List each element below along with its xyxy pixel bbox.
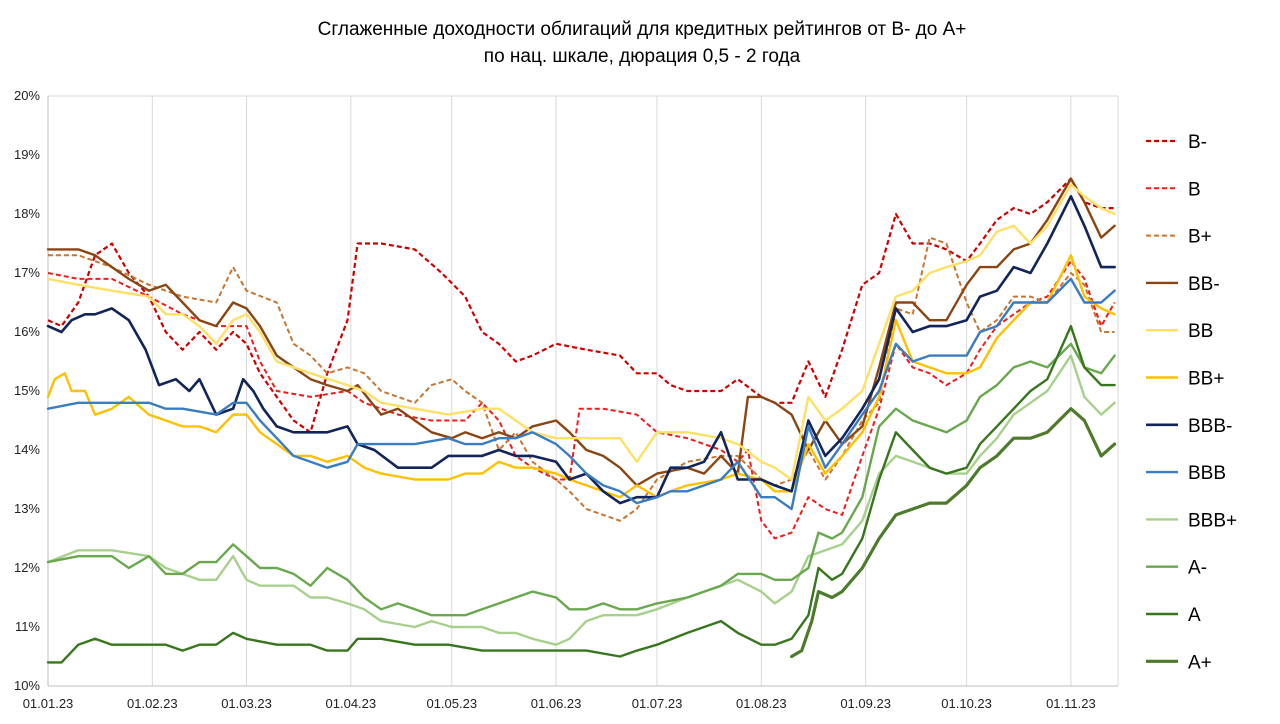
series-lines <box>46 177 1117 664</box>
series-line-B+ <box>48 236 1115 522</box>
grid <box>48 95 1119 686</box>
x-tick-label: 01.06.23 <box>531 696 582 711</box>
y-tick-label: 15% <box>14 383 40 398</box>
legend-label: BBB- <box>1188 416 1232 437</box>
chart-subtitle: по нац. шкале, дюрация 0,5 - 2 года <box>484 46 801 67</box>
legend-label: B- <box>1188 132 1207 153</box>
y-tick-label: 20% <box>14 88 40 103</box>
legend-label: BB- <box>1188 274 1220 295</box>
x-tick-label: 01.11.23 <box>1046 696 1096 711</box>
legend-label: BBB <box>1188 463 1226 484</box>
legend-label: BB <box>1188 321 1213 342</box>
series-line-BBB+ <box>46 354 1116 646</box>
series-line-A- <box>46 342 1116 617</box>
series-line-A+ <box>790 407 1117 659</box>
y-tick-label: 19% <box>14 147 40 162</box>
series-line-B- <box>47 177 1115 434</box>
series-line-BB- <box>46 177 1116 487</box>
legend-label: BB+ <box>1188 369 1224 390</box>
x-tick-label: 01.05.23 <box>426 696 477 711</box>
series-line-B <box>47 260 1116 540</box>
series-line-BBB <box>46 277 1116 511</box>
legend-label: B+ <box>1188 227 1212 248</box>
y-tick-label: 10% <box>14 678 40 693</box>
legend-label: A <box>1188 605 1201 626</box>
y-tick-label: 14% <box>14 442 40 457</box>
x-tick-label: 01.02.23 <box>127 696 178 711</box>
x-tick-label: 01.08.23 <box>736 696 787 711</box>
legend-label: A- <box>1188 558 1207 579</box>
y-tick-label: 11% <box>15 619 40 634</box>
series-line-A <box>46 324 1116 664</box>
legend-label: A+ <box>1188 652 1212 673</box>
x-tick-label: 01.10.23 <box>941 696 992 711</box>
y-tick-label: 16% <box>14 324 40 339</box>
y-tick-label: 13% <box>14 501 40 516</box>
axes: 01.01.23 01.02.23 01.03.23 01.04.23 01.05.23… <box>14 88 1118 711</box>
y-tick-label: 18% <box>14 206 40 221</box>
x-tick-label: 01.04.23 <box>326 696 377 711</box>
legend-label: BBB+ <box>1188 510 1237 531</box>
series-line-BB <box>46 183 1116 481</box>
series-line-BB+ <box>46 254 1116 499</box>
series-line-BBB- <box>46 195 1116 505</box>
chart-title: Сглаженные доходности облигаций для кред… <box>318 19 967 40</box>
x-tick-label: 01.07.23 <box>632 696 683 711</box>
y-tick-label: 12% <box>14 560 40 575</box>
x-tick-label: 01.03.23 <box>221 696 272 711</box>
x-tick-label: 01.09.23 <box>840 696 891 711</box>
y-tick-label: 17% <box>14 265 40 280</box>
x-tick-label: 01.01.23 <box>23 696 74 711</box>
legend-label: B <box>1188 179 1201 200</box>
